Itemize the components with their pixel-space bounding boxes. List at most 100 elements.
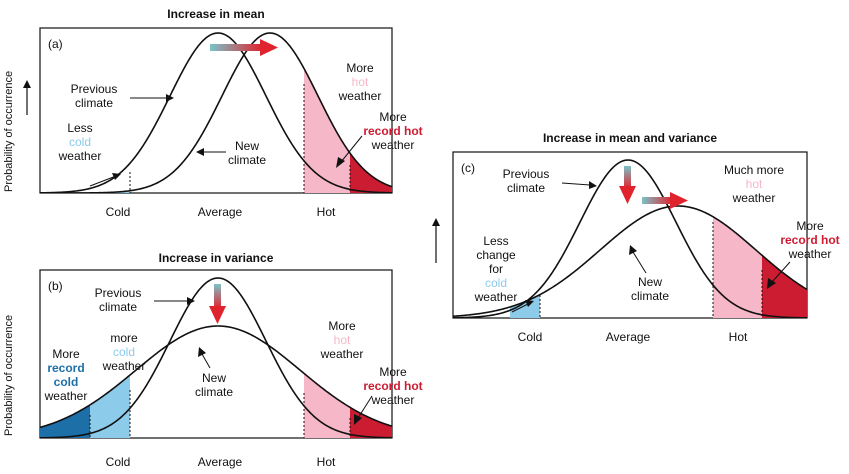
- more-record-hot-label: record hot: [363, 124, 422, 138]
- new-climate-label: New: [638, 275, 662, 289]
- new-climate-curve: [40, 32, 392, 193]
- panel-title: Increase in variance: [159, 251, 274, 265]
- axis-tick-average: Average: [198, 205, 243, 219]
- more-record-hot-label: record hot: [363, 379, 422, 393]
- panel-b: Increase in variance (b) Previous climat…: [39, 251, 423, 469]
- less-cold-label: weather: [58, 149, 102, 163]
- panel-title: Increase in mean and variance: [543, 131, 717, 145]
- previous-climate-curve: [40, 32, 392, 193]
- hot-tail-area: [713, 216, 762, 318]
- y-axis-label: Probability of occurrence: [3, 71, 15, 192]
- more-hot-label: More: [346, 61, 374, 75]
- axis-tick-cold: Cold: [106, 205, 131, 219]
- panel-frame: [452, 151, 808, 319]
- panel-title: Increase in mean: [167, 7, 264, 21]
- pointer-arrow: [629, 245, 637, 255]
- more-hot-label: hot: [334, 333, 351, 347]
- axis-tick-hot: Hot: [317, 205, 336, 219]
- more-record-cold-label: record: [47, 361, 84, 375]
- less-cold-label: cold: [69, 135, 91, 149]
- new-climate-label: New: [202, 371, 226, 385]
- hot-tail-area: [304, 373, 350, 438]
- more-record-hot-label: More: [379, 110, 407, 124]
- panel-frame: [39, 27, 393, 194]
- new-climate-label: climate: [228, 153, 266, 167]
- previous-climate-curve: [453, 159, 807, 318]
- new-climate-label: climate: [631, 289, 669, 303]
- less-change-cold-label: cold: [485, 276, 507, 290]
- new-climate-curve: [40, 325, 392, 429]
- much-more-hot-label: Much more: [724, 163, 784, 177]
- record-hot-tail-area: [350, 153, 392, 193]
- mean-shift-arrow: [210, 44, 262, 51]
- pointer-arrow: [354, 414, 362, 425]
- panel-frame: [39, 269, 393, 439]
- panel-tag: (c): [461, 161, 475, 175]
- axis-tick-cold: Cold: [106, 455, 131, 469]
- much-more-hot-label: hot: [746, 177, 763, 191]
- more-hot-label: weather: [320, 347, 364, 361]
- more-cold-label: more: [110, 331, 138, 345]
- more-hot-label: hot: [352, 75, 369, 89]
- more-record-hot-label: record hot: [780, 233, 839, 247]
- y-axis-b: Probability of occurrence: [3, 315, 15, 436]
- pointer-arrow: [198, 347, 206, 357]
- y-axis-a: Probability of occurrence: [3, 71, 31, 192]
- cold-tail-area: [100, 190, 130, 193]
- previous-climate-label: Previous: [95, 286, 142, 300]
- previous-climate-label: Previous: [503, 167, 550, 181]
- new-climate-label: New: [235, 139, 259, 153]
- pointer-arrow: [525, 300, 534, 307]
- more-cold-label: weather: [102, 359, 146, 373]
- variance-shift-arrow: [624, 166, 631, 188]
- y-axis-c-arrow: [432, 218, 440, 263]
- more-record-hot-label: More: [796, 219, 824, 233]
- record-cold-tail-area: [40, 404, 90, 438]
- more-record-hot-label: weather: [371, 138, 415, 152]
- record-hot-tail-area: [762, 255, 807, 318]
- panel-tag: (a): [48, 37, 63, 51]
- panel-tag: (b): [48, 279, 63, 293]
- more-record-cold-label: weather: [44, 389, 88, 403]
- pointer-arrow: [336, 157, 345, 168]
- variance-shift-arrowhead: [209, 306, 226, 324]
- mean-shift-arrowhead: [260, 39, 278, 56]
- less-change-cold-label: Less: [483, 234, 508, 248]
- panel-c: Increase in mean and variance (c) Previo…: [452, 131, 840, 344]
- pointer-arrow: [767, 278, 776, 289]
- less-change-cold-label: change: [476, 248, 516, 262]
- hot-tail-area: [304, 68, 350, 193]
- axis-tick-average: Average: [606, 330, 651, 344]
- pointer-arrow: [187, 297, 195, 305]
- y-axis-label: Probability of occurrence: [3, 315, 15, 436]
- cold-tail-area: [510, 294, 540, 318]
- less-change-cold-label: weather: [474, 290, 518, 304]
- axis-tick-hot: Hot: [729, 330, 748, 344]
- pointer-arrow: [112, 173, 121, 180]
- axis-tick-average: Average: [198, 455, 243, 469]
- previous-climate-label: Previous: [71, 82, 118, 96]
- much-more-hot-label: weather: [732, 191, 776, 205]
- more-record-hot-label: weather: [788, 247, 832, 261]
- panel-a: Increase in mean (a) Previous climate Ne…: [39, 7, 423, 219]
- pointer-arrow: [196, 148, 204, 156]
- less-cold-label: Less: [67, 121, 92, 135]
- less-change-cold-label: for: [489, 262, 503, 276]
- more-record-cold-label: More: [52, 347, 80, 361]
- more-hot-label: weather: [338, 89, 382, 103]
- previous-climate-label: climate: [75, 96, 113, 110]
- more-cold-label: cold: [113, 345, 135, 359]
- more-record-hot-label: weather: [371, 393, 415, 407]
- more-hot-label: More: [328, 319, 356, 333]
- more-record-cold-label: cold: [54, 375, 79, 389]
- axis-tick-cold: Cold: [518, 330, 543, 344]
- more-record-hot-label: More: [379, 365, 407, 379]
- new-climate-label: climate: [195, 385, 233, 399]
- mean-shift-arrow: [642, 197, 672, 204]
- variance-shift-arrowhead: [619, 186, 636, 204]
- mean-shift-arrowhead: [670, 192, 688, 209]
- pointer-arrow: [166, 94, 174, 102]
- previous-climate-label: climate: [507, 181, 545, 195]
- new-climate-curve: [453, 205, 807, 318]
